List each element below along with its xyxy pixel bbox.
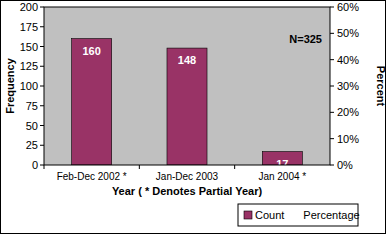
y2-tick (330, 86, 334, 87)
y2-tick (330, 112, 334, 113)
x-tick (234, 165, 235, 169)
bar (72, 39, 112, 165)
y-tick-label: 200 (20, 1, 38, 13)
bars (72, 39, 303, 165)
y2-tick-label: 0% (337, 159, 353, 171)
y-tick (40, 26, 44, 27)
annotation: N=325 (289, 33, 322, 45)
y-tick-label: 50 (26, 120, 38, 132)
data-label: 160 (82, 45, 100, 57)
plot-area (44, 7, 330, 165)
y-tick (40, 165, 44, 166)
legend-label: Percentage (303, 209, 359, 221)
y2-tick (330, 33, 334, 34)
y-tick (40, 66, 44, 67)
y-tick-label: 100 (20, 80, 38, 92)
x-tick (44, 165, 45, 169)
data-label: 148 (178, 54, 196, 66)
y2-tick-label: 40% (337, 54, 359, 66)
y2-tick (330, 165, 334, 166)
y-tick (40, 46, 44, 47)
y2-tick-label: 50% (337, 27, 359, 39)
legend: Count Percentage (238, 204, 360, 226)
y-tick (40, 86, 44, 87)
x-tick-label: Jan-Dec 2003 (156, 171, 219, 182)
legend-swatch (292, 211, 300, 219)
x-tick (139, 165, 140, 169)
data-label: 17 (276, 158, 288, 170)
y2-tick-label: 60% (337, 1, 359, 13)
data-labels: 160 148 17 (82, 45, 288, 170)
y-tick (40, 145, 44, 146)
y-tick (40, 125, 44, 126)
y-tick-label: 75 (26, 100, 38, 112)
y-tick (40, 7, 44, 8)
y-tick-label: 175 (20, 21, 38, 33)
y2-axis-title: Percent (375, 66, 386, 107)
bar (167, 48, 207, 165)
chart-border (1, 1, 386, 234)
y2-tick (330, 59, 334, 60)
y-tick (40, 105, 44, 106)
legend-label: Count (255, 209, 284, 221)
y2-tick (330, 7, 334, 8)
y-tick-label: 0 (32, 159, 38, 171)
x-axis-title: Year ( * Denotes Partial Year) (112, 185, 263, 197)
legend-swatch (244, 211, 252, 219)
plot-frame (44, 7, 330, 165)
y2-tick-label: 30% (337, 80, 359, 92)
x-tick-label: Jan 2004 * (258, 171, 306, 182)
x-tick-label: Feb-Dec 2002 * (57, 171, 127, 182)
y-tick-label: 150 (20, 41, 38, 53)
y2-tick-label: 10% (337, 133, 359, 145)
chart: 160 148 17 0 25 50 75 100 125 150 175 200 0% 10% 20% 30… (0, 0, 386, 234)
y-tick-label: 125 (20, 60, 38, 72)
y2-tick-label: 20% (337, 106, 359, 118)
y-axis-title: Frequency (4, 57, 16, 114)
y2-tick (330, 138, 334, 139)
y-tick-label: 25 (26, 139, 38, 151)
